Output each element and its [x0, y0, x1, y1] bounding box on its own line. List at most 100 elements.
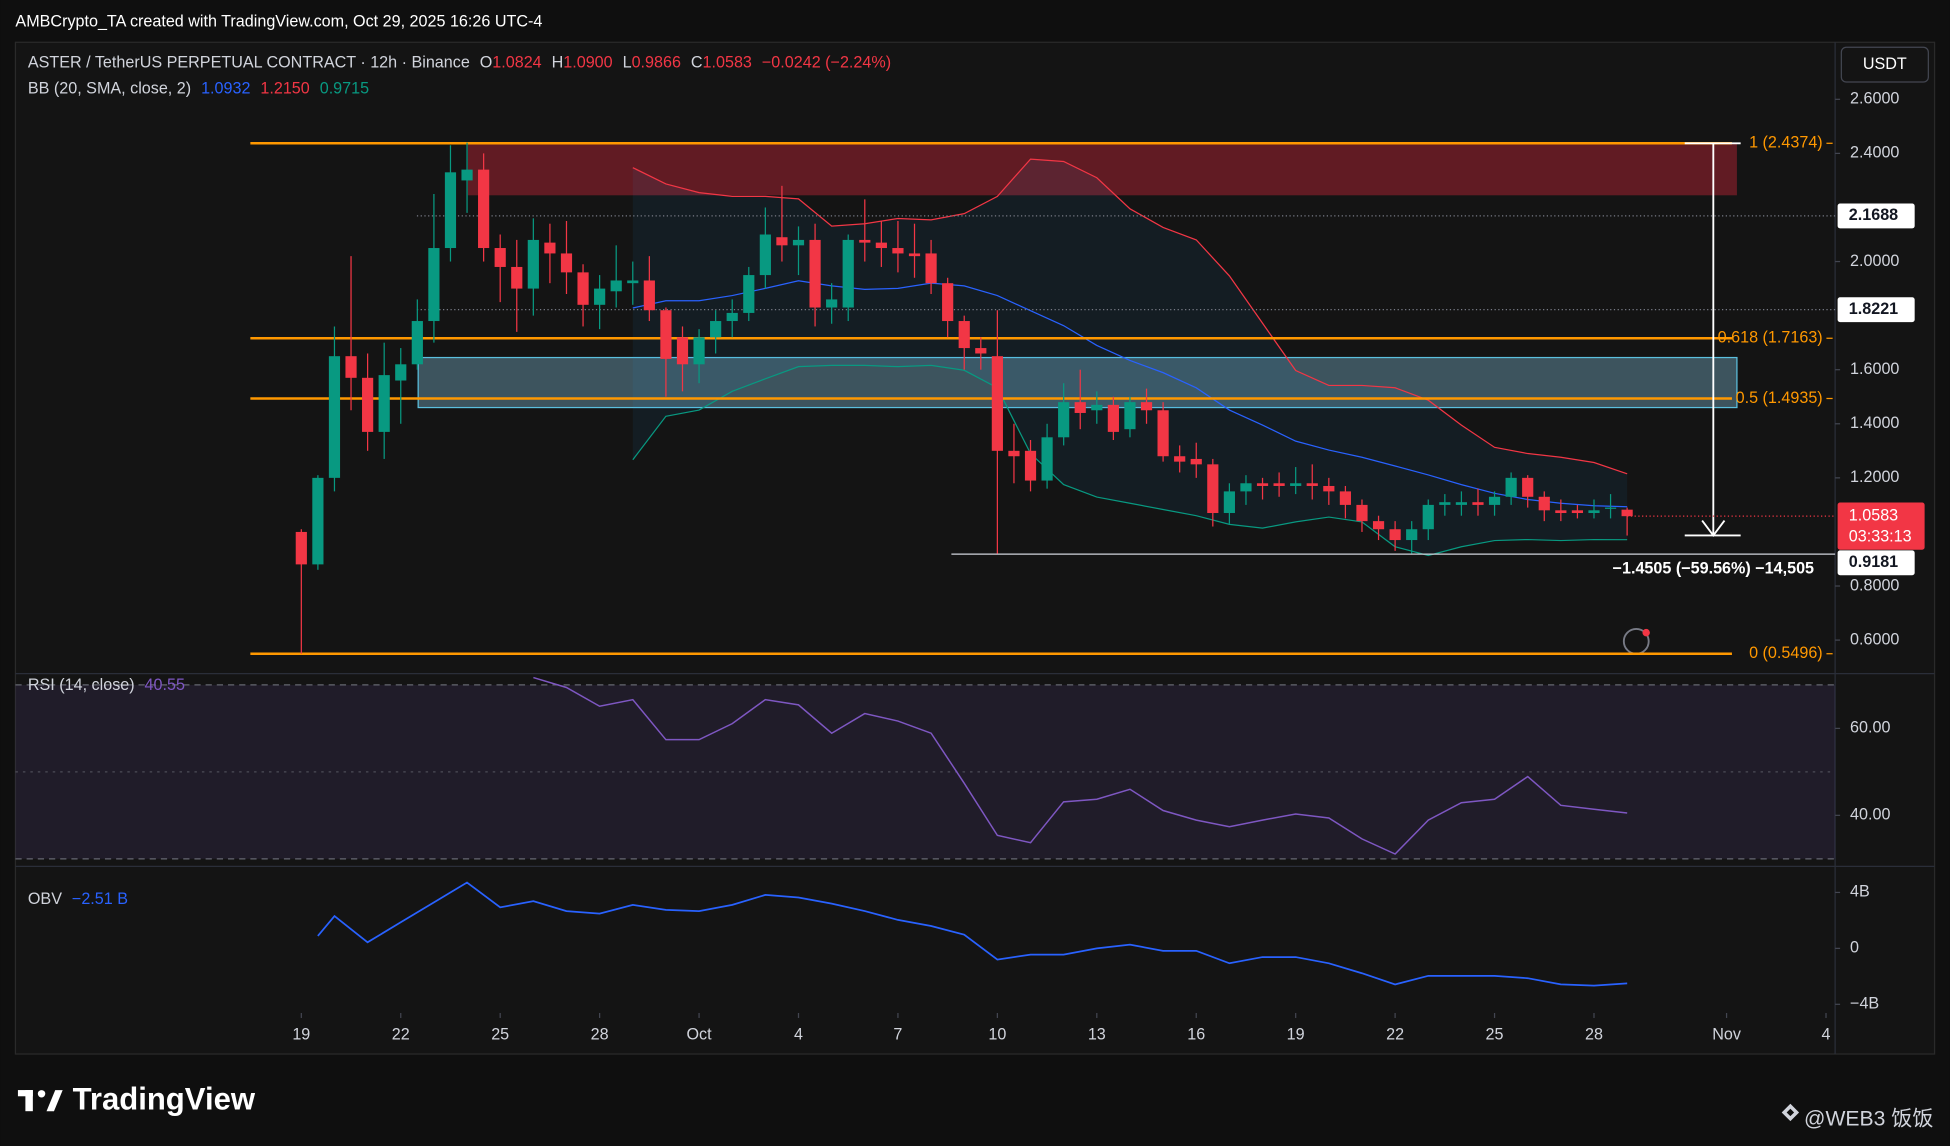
- x-tick-label: 4: [1822, 1026, 1831, 1044]
- candle-body: [1488, 496, 1501, 505]
- y-tick-label: 1.6000: [1850, 360, 1899, 378]
- candle-body: [411, 321, 423, 365]
- candle-body: [875, 242, 887, 249]
- x-tick-label: 10: [988, 1026, 1006, 1044]
- candle-body: [1323, 485, 1335, 492]
- ohlc-value: 1.0824: [492, 54, 541, 72]
- candle-body: [461, 169, 473, 181]
- candle-body: [1538, 496, 1550, 511]
- measure-arrow: [1701, 520, 1726, 538]
- candle-body: [1207, 464, 1219, 514]
- x-tick-label: 4: [794, 1026, 803, 1044]
- legend-row: BB (20, SMA, close, 2) 1.0932 1.2150 0.9715: [28, 80, 369, 98]
- candle-body: [942, 283, 954, 322]
- x-tick-label: Oct: [687, 1026, 713, 1044]
- candle-body: [792, 239, 805, 246]
- candle-body: [776, 237, 788, 246]
- currency-label[interactable]: USDT: [1863, 55, 1907, 73]
- indicator-name: RSI (14, close): [28, 676, 135, 694]
- candle-body: [958, 321, 970, 349]
- price-label-box: [1837, 203, 1915, 229]
- y-tick-label: 1.4000: [1850, 414, 1899, 432]
- candle-body: [1008, 450, 1020, 457]
- candle-body: [892, 248, 904, 254]
- candle-body: [1273, 483, 1285, 486]
- candle-body: [1604, 507, 1617, 509]
- watermark: @WEB3 饭饭: [1804, 1106, 1933, 1130]
- brand-logo: [17, 1090, 63, 1112]
- measure-label: −1.4505 (−59.56%) −14,505: [1613, 559, 1814, 577]
- candle-body: [1505, 477, 1517, 497]
- indicator-value: 0.9715: [320, 80, 369, 98]
- candle-body: [826, 299, 838, 308]
- candle-body: [759, 234, 771, 276]
- indicator-value: 1.0932: [201, 80, 250, 98]
- candle-body: [1024, 450, 1037, 481]
- price-label: 1.8221: [1849, 300, 1898, 318]
- legend-row: OBV −2.51 B: [28, 890, 128, 908]
- rsi-line: [533, 676, 1628, 855]
- candle-body: [1157, 410, 1169, 457]
- legend-row: RSI (14, close) 40.55: [28, 676, 185, 694]
- candle-body: [1174, 456, 1186, 462]
- alert-dot: [1642, 628, 1650, 637]
- x-tick-label: 19: [292, 1026, 310, 1044]
- candle-body: [676, 337, 689, 365]
- candle-body: [511, 266, 523, 289]
- candle-body: [362, 377, 374, 432]
- ohlc-label: L: [623, 54, 632, 72]
- candle-body: [1522, 477, 1534, 497]
- candle-body: [1571, 510, 1584, 514]
- band-line: [632, 364, 1628, 557]
- candle-body: [1240, 483, 1252, 492]
- candle-body: [710, 321, 722, 338]
- price-label-box: [1837, 550, 1915, 576]
- logo-part: [37, 1090, 46, 1098]
- band-line: [632, 158, 1628, 475]
- legend-row: ASTER / TetherUS PERPETUAL CONTRACT · 12…: [28, 54, 891, 72]
- candle-body: [295, 531, 307, 565]
- y-tick-label: 2.6000: [1850, 90, 1899, 108]
- candle-body: [925, 253, 937, 284]
- candle-body: [1256, 483, 1269, 486]
- y-tick-label: 4B: [1850, 883, 1870, 901]
- y-tick-label: 0.8000: [1850, 576, 1899, 594]
- x-tick-label: 22: [1386, 1026, 1404, 1044]
- candle-body: [478, 169, 490, 249]
- y-tick-label: 2.4000: [1850, 144, 1899, 162]
- candle-body: [1372, 521, 1385, 530]
- fib-label: 0 (0.5496): [1749, 644, 1823, 662]
- y-tick-label: 0: [1850, 939, 1859, 957]
- candle-body: [1339, 491, 1351, 505]
- ohlc-label: O: [480, 54, 493, 72]
- ohlc-value: 1.0583: [703, 54, 752, 72]
- candle-body: [1041, 437, 1053, 481]
- indicator-value: 1.2150: [260, 80, 309, 98]
- indicator-value: −2.51 B: [72, 890, 128, 908]
- candle-body: [693, 337, 705, 365]
- candle-body: [1389, 529, 1401, 541]
- candle-body: [975, 348, 987, 354]
- candle-body: [428, 248, 440, 322]
- y-tick-label: 1.2000: [1850, 468, 1899, 486]
- watermark-icon: [1781, 1103, 1800, 1122]
- symbol-title: ASTER / TetherUS PERPETUAL CONTRACT · 12…: [28, 54, 470, 72]
- candle-body: [378, 375, 390, 432]
- candle-body: [991, 356, 1003, 451]
- candle-body: [1439, 502, 1451, 505]
- indicator-name: BB (20, SMA, close, 2): [28, 80, 191, 98]
- ohlc-label: H: [552, 54, 564, 72]
- countdown: 03:33:13: [1849, 528, 1912, 546]
- fib-label: 0.618 (1.7163): [1718, 329, 1823, 347]
- price-label: 2.1688: [1849, 206, 1898, 224]
- candle-body: [610, 280, 622, 292]
- x-tick-label: 16: [1187, 1026, 1205, 1044]
- candle-body: [577, 272, 589, 305]
- currency-button[interactable]: [1840, 46, 1929, 83]
- ohlc-label: C: [691, 54, 703, 72]
- last-price-box: [1837, 502, 1925, 550]
- obv-line: [317, 881, 1628, 987]
- candle-body: [627, 280, 639, 284]
- candle-body: [328, 356, 341, 478]
- x-tick-label: 28: [1585, 1026, 1603, 1044]
